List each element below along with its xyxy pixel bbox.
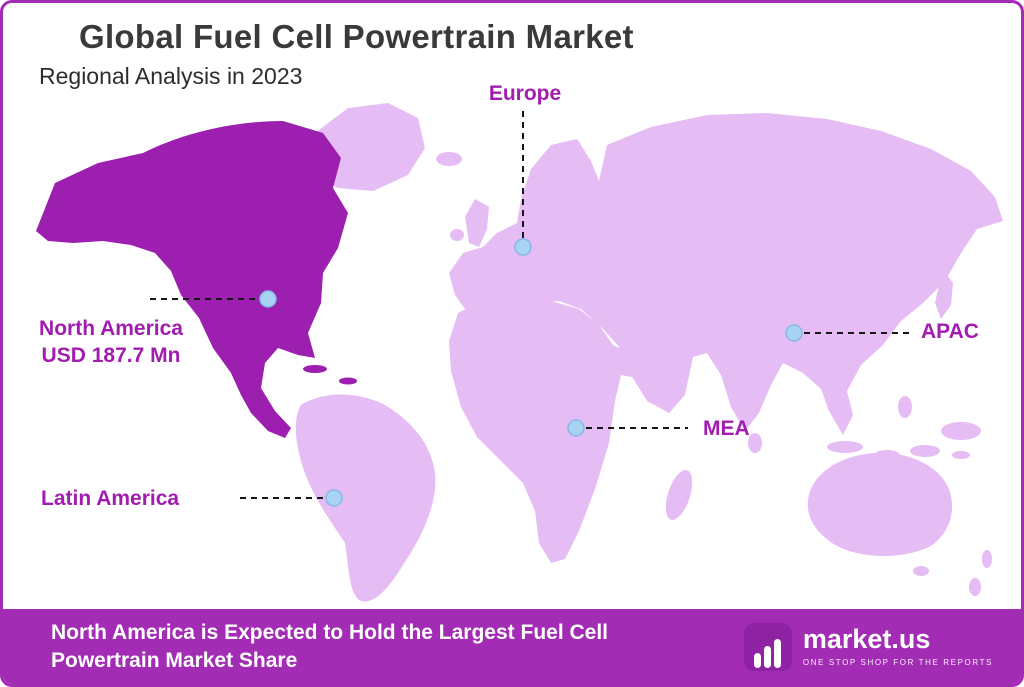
south-america-region <box>295 394 436 602</box>
north-america-name: North America <box>39 317 183 340</box>
world-land-highlight <box>36 121 357 438</box>
europe-label: Europe <box>488 82 562 105</box>
mea-marker <box>567 419 585 437</box>
tasmania-region <box>913 566 929 576</box>
page-subtitle: Regional Analysis in 2023 <box>39 63 303 89</box>
australia-region <box>807 452 953 556</box>
marketus-logo-icon <box>743 622 792 671</box>
indonesia-island-4 <box>952 451 970 459</box>
apac-label: APAC <box>921 320 979 343</box>
north-america-label: North America USD 187.7 Mn <box>13 315 209 369</box>
footer-caption: North America is Expected to Hold the La… <box>51 619 608 675</box>
footer-banner: North America is Expected to Hold the La… <box>3 609 1021 684</box>
world-land-light <box>295 103 1003 602</box>
madagascar-region <box>665 470 693 520</box>
logo-text-block: market.us ONE STOP SHOP FOR THE REPORTS <box>802 624 993 668</box>
new-zealand-south <box>969 578 981 596</box>
caribbean-island-2 <box>339 377 357 385</box>
north-america-marker <box>259 290 277 308</box>
europe-marker <box>514 238 532 256</box>
markers <box>259 238 803 507</box>
apac-marker <box>785 324 803 342</box>
logo-name: market.us <box>802 624 931 654</box>
latin-america-marker <box>325 489 343 507</box>
latin-america-label: Latin America <box>41 487 180 510</box>
footer-caption-line-2: Powertrain Market Share <box>51 648 298 672</box>
eurasia-region <box>449 113 1003 435</box>
mea-label: MEA <box>703 417 750 440</box>
caribbean-island-1 <box>303 365 327 373</box>
sri-lanka-region <box>748 433 762 453</box>
indonesia-island-2 <box>874 450 900 460</box>
marketus-logo: market.us ONE STOP SHOP FOR THE REPORTS <box>743 622 993 671</box>
indonesia-island-3 <box>910 445 940 457</box>
north-america-region <box>36 121 348 438</box>
world-map <box>36 103 1003 602</box>
page-title: Global Fuel Cell Powertrain Market <box>79 18 634 55</box>
ireland-region <box>450 229 464 241</box>
iceland-region <box>436 152 462 166</box>
footer-caption-line-1: North America is Expected to Hold the La… <box>51 620 609 644</box>
africa-region <box>449 297 651 563</box>
logo-bars-icon <box>753 638 781 668</box>
philippines-region <box>898 396 912 418</box>
japan-region <box>935 267 953 319</box>
north-america-value: USD 187.7 Mn <box>41 344 181 367</box>
indonesia-island-1 <box>827 441 863 453</box>
new-zealand-north <box>982 550 992 568</box>
uk-region <box>465 199 489 247</box>
new-guinea-region <box>941 422 981 440</box>
leader-lines <box>150 111 911 499</box>
logo-tagline: ONE STOP SHOP FOR THE REPORTS <box>802 658 993 667</box>
